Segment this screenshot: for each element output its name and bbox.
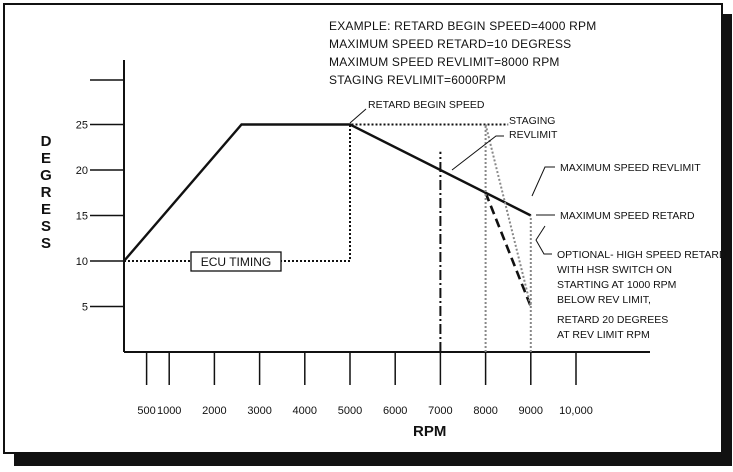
x-tick-label-3000: 3000 — [247, 405, 271, 417]
y-title-letter-6: S — [41, 218, 51, 235]
optional-hsr-note: OPTIONAL- HIGH SPEED RETARD WITH HSR SWI… — [557, 249, 727, 341]
x-tick-label-1000: 1000 — [157, 405, 181, 417]
example-line-3: MAXIMUM SPEED REVLIMIT=8000 RPM — [329, 55, 560, 69]
series-3-dashed-bold — [484, 192, 533, 307]
hsr-note-line-1: OPTIONAL- HIGH SPEED RETARD — [557, 249, 727, 261]
x-tick-label-8000: 8000 — [473, 405, 497, 417]
y-ticks: 5 10 15 20 25 — [76, 79, 124, 314]
series-4-dotted-gray — [484, 124, 532, 307]
y-title-letter-3: G — [40, 167, 52, 184]
hsr-note-line-6: AT REV LIMIT RPM — [557, 329, 650, 341]
staging-revlimit-label-1: STAGING — [509, 115, 555, 127]
example-line-1: EXAMPLE: RETARD BEGIN SPEED=4000 RPM — [329, 19, 596, 33]
hsr-note-line-4: BELOW REV LIMIT, — [557, 294, 651, 306]
x-ticks: 500 1000 2000 3000 4000 5000 6000 7000 8000 9000 1… — [137, 352, 593, 417]
max-speed-retard-label: MAXIMUM SPEED RETARD — [560, 210, 695, 222]
frame-border — [3, 3, 723, 454]
x-axis-title: RPM — [413, 423, 446, 440]
x-tick-label-5000: 5000 — [338, 405, 362, 417]
ecu-timing-label: ECU TIMING — [201, 255, 271, 269]
x-tick-label-500: 500 — [137, 405, 155, 417]
ecu-timing-box — [190, 251, 282, 272]
y-tick-label-15: 15 — [76, 211, 88, 223]
y-title-letter-1: D — [41, 133, 52, 150]
x-tick-label-6000: 6000 — [383, 405, 407, 417]
staging-leader — [451, 135, 504, 171]
max-speed-revlimit-label: MAXIMUM SPEED REVLIMIT — [560, 162, 701, 174]
y-axis-title: DEGRESS — [40, 133, 52, 252]
y-tick-label-5: 5 — [82, 302, 88, 314]
x-tick-label-7000: 7000 — [428, 405, 452, 417]
hsr-note-line-2: WITH HSR SWITCH ON — [557, 264, 672, 276]
max-revlimit-leader — [531, 166, 555, 197]
retard-begin-leader — [349, 108, 367, 124]
y-title-letter-5: E — [41, 201, 51, 218]
y-title-letter-7: S — [41, 235, 51, 252]
example-line-4: STAGING REVLIMIT=6000RPM — [329, 73, 506, 87]
hsr-leader — [535, 225, 552, 255]
x-tick-label-2000: 2000 — [202, 405, 226, 417]
staging-revlimit-label-2: REVLIMIT — [509, 129, 558, 141]
y-title-letter-2: E — [41, 150, 51, 167]
y-tick-label-25: 25 — [76, 120, 88, 132]
retard-begin-speed-label: RETARD BEGIN SPEED — [368, 99, 485, 111]
y-tick-label-10: 10 — [76, 256, 88, 268]
x-tick-label-4000: 4000 — [293, 405, 317, 417]
y-title-letter-4: R — [41, 184, 52, 201]
hsr-note-line-3: STARTING AT 1000 RPM — [557, 279, 676, 291]
y-tick-label-20: 20 — [76, 165, 88, 177]
example-line-2: MAXIMUM SPEED RETARD=10 DEGRESS — [329, 37, 571, 51]
x-tick-label-9000: 9000 — [519, 405, 543, 417]
x-tick-label-10000: 10,000 — [559, 405, 593, 417]
hsr-note-line-5: RETARD 20 DEGREES — [557, 314, 668, 326]
